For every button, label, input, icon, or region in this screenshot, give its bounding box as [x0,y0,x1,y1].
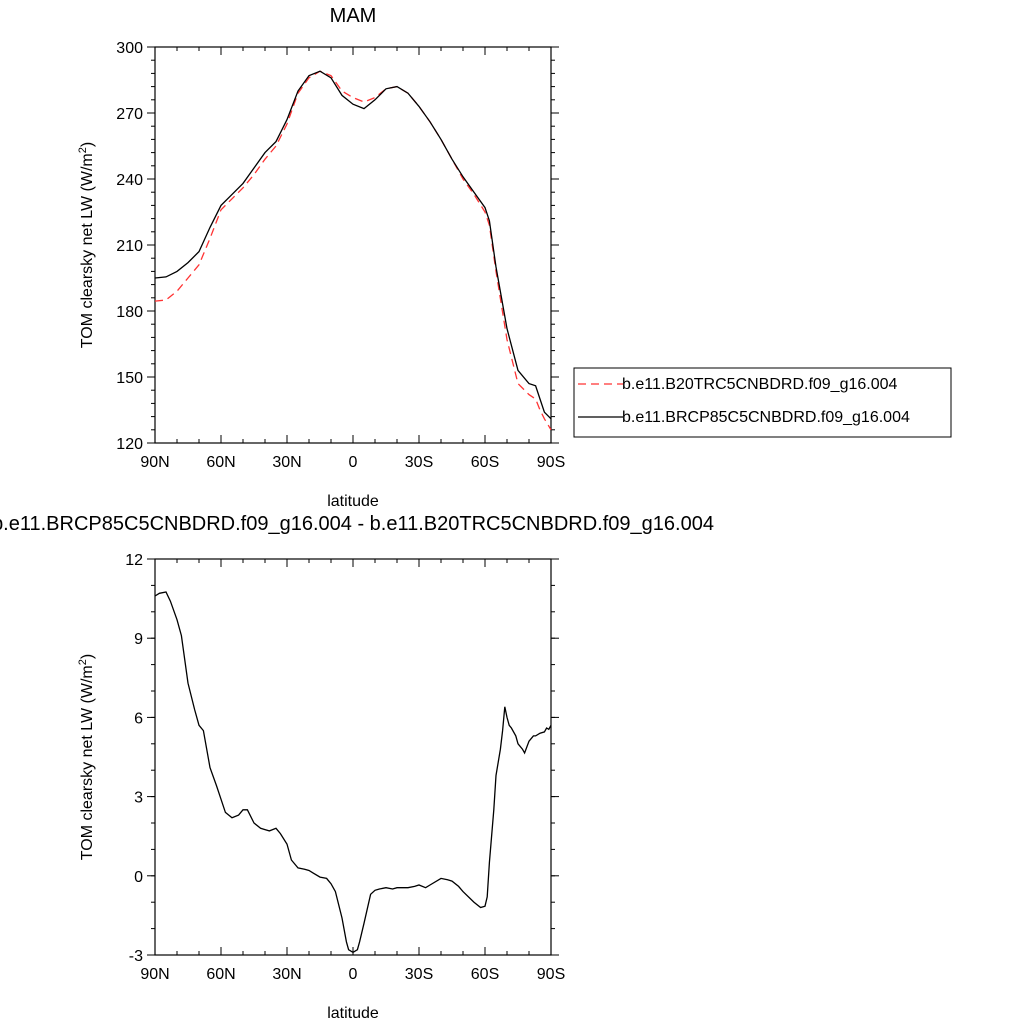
top-x-axis-label: latitude [327,493,379,510]
bottom-chart-title: b.e11.BRCP85C5CNBDRD.f09_g16.004 - b.e11… [0,513,714,535]
bottom-plot-frame [154,558,552,956]
legend-label-historical: b.e11.B20TRC5CNBDRD.f09_g16.004 [622,376,898,393]
bottom-x-tick-label: 0 [349,966,358,983]
top-x-tick-label: 90N [140,454,169,471]
bottom-y-tick-label: -3 [129,948,143,965]
bottom-x-tick-label: 60N [206,966,235,983]
bottom-x-tick-label: 30N [272,966,301,983]
top-x-tick-label: 90S [537,454,565,471]
bottom-series-line-rcp85 [154,591,552,954]
top-x-tick-label: 60S [471,454,499,471]
bottom-x-tick-label: 60S [471,966,499,983]
top-y-tick-label: 120 [116,436,143,453]
top-x-tick-label: 0 [349,454,358,471]
bottom-y-tick-label: 6 [134,710,143,727]
bottom-x-tick-label: 90S [537,966,565,983]
top-y-tick-label: 210 [116,238,143,255]
bottom-y-tick-label: 12 [125,552,143,569]
bottom-x-tick-label: 30S [405,966,433,983]
legend: b.e11.B20TRC5CNBDRD.f09_g16.004 b.e11.BRC… [573,367,952,438]
top-y-tick-label: 270 [116,106,143,123]
bottom-y-tick-label: 3 [134,790,143,807]
bottom-x-axis-label: latitude [327,1005,379,1022]
top-series-line-historical [154,70,552,431]
top-x-tick-label: 30N [272,454,301,471]
bottom-y-tick-label: 0 [134,869,143,886]
bottom-panel: b.e11.BRCP85C5CNBDRD.f09_g16.004 - b.e11… [0,513,714,1022]
bottom-x-tick-label: 90N [140,966,169,983]
top-y-tick-label: 300 [116,40,143,57]
bottom-y-axis-label: TOM clearsky net LW (W/m2) [77,654,96,860]
top-chart-title: MAM [330,5,377,27]
top-x-tick-label: 30S [405,454,433,471]
top-y-tick-label: 240 [116,172,143,189]
top-y-tick-label: 150 [116,370,143,387]
top-series-line-rcp85 [154,70,552,420]
top-panel: MAM 90N 60N 30N 0 30S 60S 90S 120 150 180 210 240 270… [77,5,952,510]
legend-box [573,367,952,438]
top-y-axis-label: TOM clearsky net LW (W/m2) [77,142,96,348]
legend-label-rcp85: b.e11.BRCP85C5CNBDRD.f09_g16.004 [622,409,910,426]
bottom-y-tick-label: 9 [134,631,143,648]
top-y-tick-label: 180 [116,304,143,321]
top-x-tick-label: 60N [206,454,235,471]
